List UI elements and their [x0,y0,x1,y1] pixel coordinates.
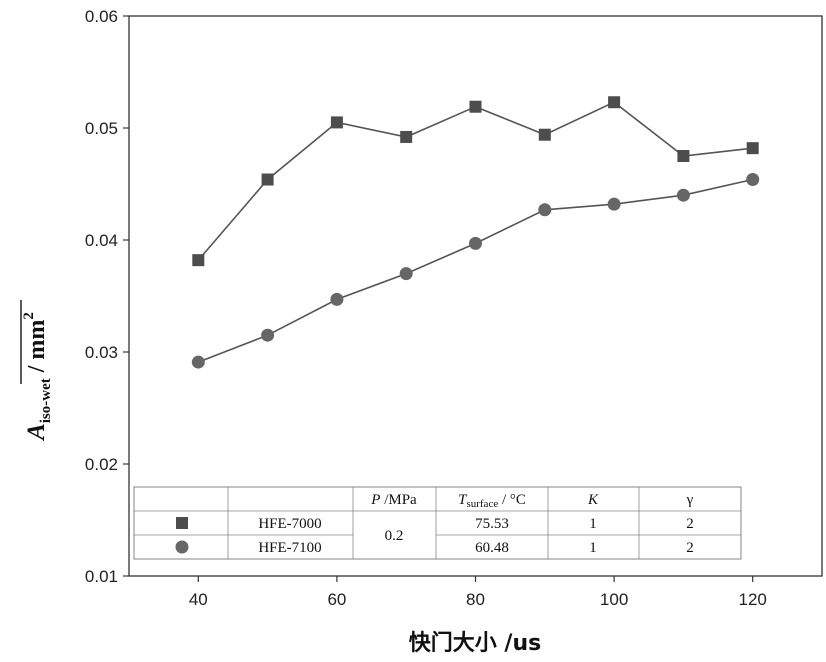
y-axis-label-subscript: iso-wet [38,378,54,423]
table-marker-square [176,517,188,529]
data-point [330,292,344,306]
svg-text:Aiso-wet / mm2: Aiso-wet / mm2 [21,312,54,442]
x-tick-label: 80 [466,590,485,609]
table-row-2-k: 1 [589,540,597,556]
y-axis-ticks: 0.01 0.02 0.03 0.04 0.05 0.06 [85,7,129,586]
y-axis-label-symbol: A [23,423,50,442]
table-row-2-gamma: 2 [686,540,694,556]
data-point [261,328,275,342]
x-tick-label: 100 [600,590,628,609]
data-point [746,173,760,187]
table-header-t: Tsurface / °C [458,492,526,510]
y-tick-label: 0.06 [85,7,118,26]
y-tick-label: 0.01 [85,567,118,586]
x-tick-label: 40 [189,590,208,609]
data-point [469,100,482,113]
y-axis-label-unit: / mm [24,320,50,379]
y-tick-label: 0.04 [85,231,118,250]
data-point [191,355,205,369]
y-tick-label: 0.05 [85,119,118,138]
data-point [746,142,759,155]
data-point [399,267,413,281]
table-header-p: P /MPa [370,492,417,508]
table-header-k: K [587,492,599,508]
data-point [538,128,551,141]
data-point [676,188,690,202]
data-table: P /MPa Tsurface / °C K γ HFE-7000 75.53 … [133,486,742,560]
y-axis-label-unit-power: 2 [21,312,37,320]
table-row-1-name: HFE-7000 [258,516,321,532]
table-marker-circle [175,540,189,554]
data-point [469,236,482,250]
table-row-1-gamma: 2 [686,516,694,532]
data-point [677,150,690,162]
y-tick-label: 0.03 [85,343,118,362]
table-row-1-t: 75.53 [475,516,509,532]
table-row-1-k: 1 [589,516,597,532]
table-row-2-name: HFE-7100 [258,540,321,556]
table-row-2-t: 60.48 [475,540,509,556]
x-tick-label: 120 [739,590,767,609]
data-point [608,96,621,109]
series-lines [197,101,753,363]
table-frame [133,486,742,560]
data-point [192,254,205,267]
data-point [607,197,621,211]
table-header-gamma: γ [686,492,694,508]
data-point [330,116,343,129]
y-tick-label: 0.02 [85,455,118,474]
series-points [191,96,760,369]
y-axis-label: Aiso-wet / mm2 [20,300,54,442]
data-point [538,203,552,217]
x-axis-ticks: 40 60 80 100 120 [189,576,767,609]
data-point [261,173,274,186]
table-shared-p: 0.2 [385,528,404,544]
series-line-2 [198,178,753,363]
x-axis-label: 快门大小 /us [409,630,541,656]
series-line-1 [197,101,753,261]
data-point [400,130,413,143]
x-tick-label: 60 [327,590,346,609]
